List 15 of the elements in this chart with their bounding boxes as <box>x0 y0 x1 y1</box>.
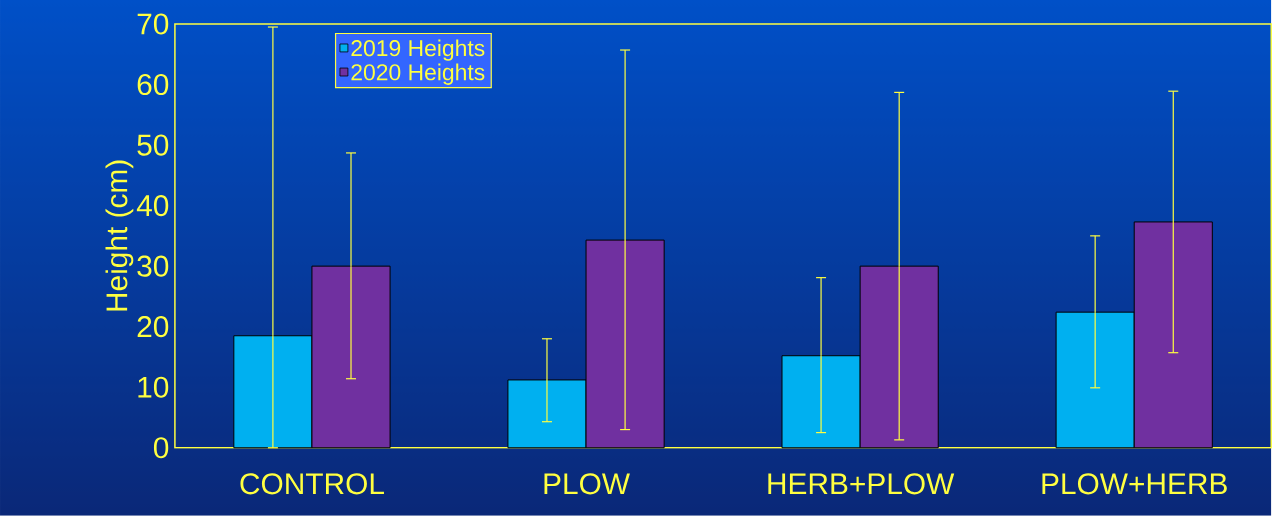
y-tick-label: 0 <box>153 437 169 459</box>
x-tick-label: PLOW+HERB <box>1042 473 1227 495</box>
x-tick-label: PLOW <box>544 473 630 495</box>
x-tick-label: CONTROL <box>240 473 384 495</box>
x-tick-label: HERB+PLOW <box>768 473 955 495</box>
y-axis-title: Height (cm) <box>105 160 134 311</box>
y-tick-label: 60 <box>137 74 169 96</box>
y-tick-label: 70 <box>137 13 169 35</box>
legend-label: 2019 Heights <box>351 39 485 61</box>
y-tick-label: 20 <box>137 316 169 338</box>
legend-label: 2020 Heights <box>351 63 485 86</box>
y-tick-label: 10 <box>138 376 169 398</box>
y-tick-label: 30 <box>137 255 169 277</box>
y-tick-label: 40 <box>136 195 169 217</box>
y-tick-label: 50 <box>137 134 169 156</box>
